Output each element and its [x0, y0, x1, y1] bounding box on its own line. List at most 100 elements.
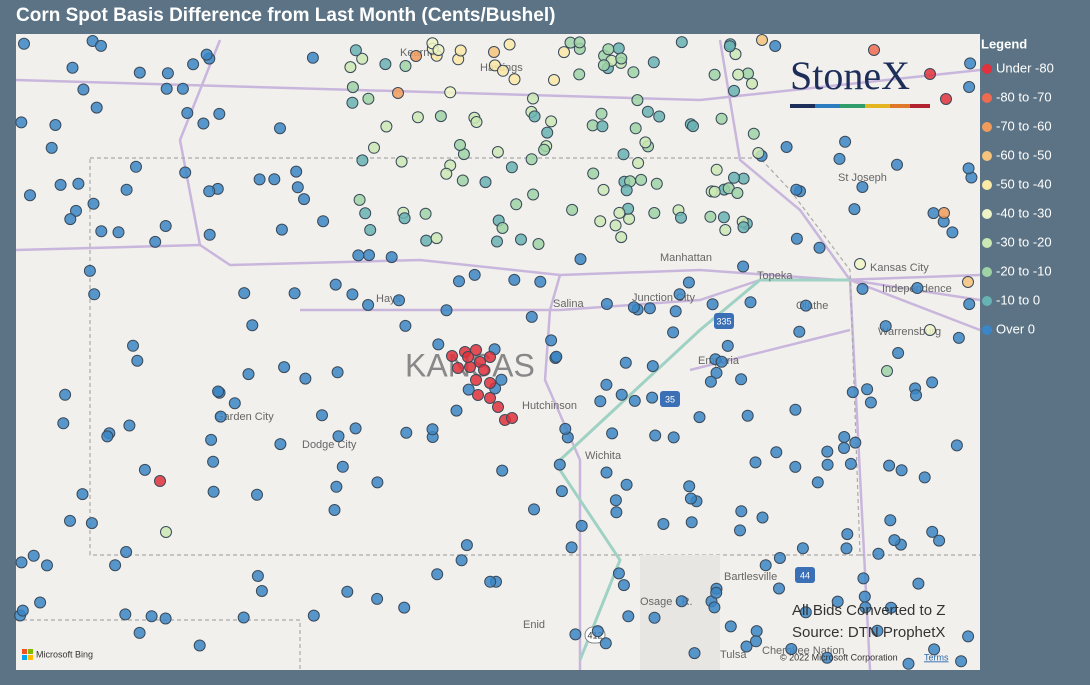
attribution: Microsoft Bing — [36, 649, 93, 659]
location-dot — [575, 519, 588, 532]
location-dot — [160, 526, 172, 538]
legend-swatch — [982, 180, 992, 190]
location-dot — [426, 423, 439, 436]
location-dot — [491, 146, 504, 158]
location-dot — [238, 287, 251, 300]
location-dot — [545, 115, 558, 128]
location-dot — [613, 206, 626, 219]
location-dot — [926, 525, 939, 538]
location-dot — [64, 514, 76, 527]
location-dot — [330, 480, 343, 493]
location-dot — [813, 241, 826, 254]
location-dot — [858, 590, 871, 603]
place: Salina — [553, 298, 584, 310]
location-dot — [773, 582, 785, 595]
location-dot — [673, 288, 686, 301]
location-dot — [565, 541, 578, 554]
location-dot — [891, 158, 903, 171]
shield: 44 — [795, 567, 815, 583]
location-dot — [492, 401, 504, 413]
brand-logo: StoneX — [790, 53, 910, 98]
legend-swatch — [982, 93, 992, 103]
location-dot — [346, 96, 359, 109]
location-dot — [181, 107, 194, 119]
terms-link[interactable]: Terms — [924, 652, 949, 662]
location-dot — [41, 559, 53, 572]
legend-label: Over 0 — [996, 321, 1035, 336]
legend-label: -80 to -70 — [996, 89, 1052, 104]
location-dot — [379, 58, 392, 71]
location-dot — [831, 595, 844, 608]
location-dot — [393, 294, 405, 307]
location-dot — [864, 396, 877, 409]
location-dot — [479, 176, 492, 189]
location-dot — [719, 224, 732, 236]
location-dot — [717, 211, 730, 224]
place: Topeka — [757, 270, 793, 282]
location-dot — [597, 183, 610, 196]
location-dot — [911, 282, 924, 294]
location-dot — [15, 556, 28, 569]
location-dot — [371, 476, 384, 489]
location-dot — [534, 275, 547, 288]
location-dot — [710, 366, 723, 379]
location-dot — [750, 625, 763, 638]
location-dot — [197, 117, 210, 130]
location-dot — [938, 207, 950, 219]
location-dot — [704, 375, 717, 388]
location-dot — [840, 542, 853, 555]
location-dot — [411, 111, 424, 124]
location-dot — [747, 127, 760, 140]
location-dot — [657, 518, 670, 530]
location-dot — [101, 430, 114, 443]
location-dot — [88, 288, 101, 301]
location-dot — [587, 167, 600, 180]
location-dot — [769, 40, 782, 52]
location-dot — [371, 592, 384, 605]
location-dot — [789, 460, 802, 473]
location-dot — [675, 211, 687, 224]
location-dot — [594, 215, 607, 228]
location-dot — [597, 59, 610, 72]
location-dot — [881, 365, 893, 377]
location-dot — [946, 226, 959, 239]
location-dot — [566, 203, 579, 216]
location-dot — [620, 478, 633, 491]
location-dot — [446, 350, 458, 362]
location-dot — [278, 361, 291, 374]
legend-swatch — [982, 296, 992, 306]
location-dot — [515, 233, 527, 246]
location-dot — [602, 43, 615, 56]
location-dot — [95, 39, 107, 52]
location-dot — [849, 436, 862, 449]
location-dot — [839, 135, 852, 148]
location-dot — [400, 426, 413, 439]
location-dot — [683, 480, 696, 493]
location-dot — [902, 657, 915, 670]
location-dot — [133, 66, 146, 79]
location-dot — [600, 298, 613, 310]
location-dot — [430, 232, 443, 245]
location-dot — [525, 153, 538, 166]
location-dot — [600, 466, 613, 479]
location-dot — [299, 372, 312, 385]
location-dot — [368, 141, 380, 154]
shield-label: 35 — [665, 394, 675, 404]
location-dot — [193, 639, 206, 652]
location-dot — [54, 178, 67, 191]
state-borders — [16, 157, 980, 670]
location-dot — [643, 302, 656, 315]
location-dot — [871, 624, 884, 637]
location-dot — [527, 92, 539, 105]
location-dot — [708, 185, 721, 198]
location-dot — [212, 385, 225, 398]
location-dot — [918, 471, 931, 484]
location-dot — [558, 46, 570, 59]
location-dot — [635, 173, 648, 186]
location-dot — [667, 326, 680, 339]
place: Tulsa — [720, 649, 747, 661]
location-dot — [883, 459, 896, 472]
location-dot — [462, 351, 474, 363]
location-dot — [200, 48, 213, 61]
